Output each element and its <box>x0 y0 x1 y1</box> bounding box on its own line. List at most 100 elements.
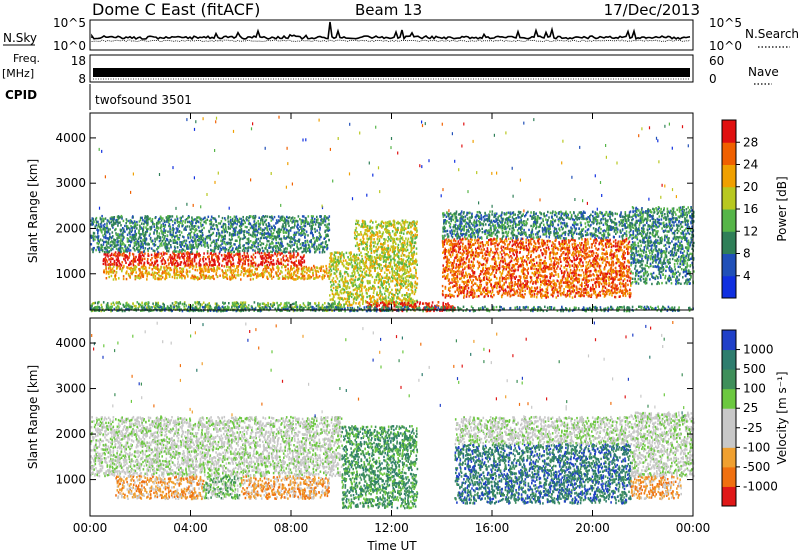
power-cell-1 <box>157 268 159 271</box>
power-cell-2 <box>170 256 173 260</box>
power-cell-4 <box>409 293 411 296</box>
power-cell-3 <box>176 234 179 237</box>
power-cell-3 <box>270 245 272 249</box>
power-cell-3 <box>150 247 153 250</box>
power-cell-2 <box>212 259 215 263</box>
power-cell-0 <box>137 306 139 310</box>
power-cell-3 <box>310 230 313 233</box>
power-cell-3 <box>253 243 255 247</box>
power-cell-4 <box>400 254 403 257</box>
power-cell-1 <box>198 267 201 271</box>
power-cell-3 <box>233 250 235 253</box>
power-cell-3 <box>293 248 295 251</box>
power-cell-3 <box>144 239 146 242</box>
power-cell-1 <box>269 275 271 278</box>
power-cell-4 <box>402 258 404 262</box>
power-cell-1 <box>287 271 290 274</box>
power-cell-1 <box>254 271 256 274</box>
power-cell-2 <box>226 255 228 258</box>
power-cell-1 <box>112 265 115 268</box>
power-cell-1 <box>277 268 280 272</box>
power-cell-0 <box>269 303 272 306</box>
power-cell-2 <box>147 252 149 256</box>
power-cell-3 <box>261 229 264 233</box>
power-cell-4 <box>374 287 376 290</box>
power-cell-3 <box>111 236 113 239</box>
power-cell-2 <box>267 257 269 260</box>
power-cell-3 <box>271 227 273 230</box>
power-cell-3 <box>115 222 117 225</box>
power-cell-3 <box>118 236 120 239</box>
power-cell-4 <box>333 283 335 286</box>
power-cell-3 <box>289 219 292 222</box>
power-cell-1 <box>166 272 168 275</box>
power-cell-1 <box>200 269 202 273</box>
power-cell-1 <box>165 276 168 280</box>
power-cell-3 <box>288 232 290 235</box>
power-cell-3 <box>267 222 270 225</box>
power-cell-1 <box>132 269 134 272</box>
power-cell-2 <box>270 261 272 264</box>
power-cell-4 <box>338 261 340 264</box>
power-cell-2 <box>117 251 120 254</box>
nsky-trace <box>91 21 691 41</box>
power-cell-4 <box>332 257 335 260</box>
power-cell-1 <box>284 268 287 272</box>
power-cell-1 <box>229 268 231 272</box>
power-cell-3 <box>144 233 147 236</box>
power-cell-4 <box>401 252 404 255</box>
power-cell-3 <box>137 243 140 246</box>
power-cell-0 <box>222 301 224 304</box>
power-cell-4 <box>352 293 355 296</box>
power-cell-2 <box>232 258 234 262</box>
power-cell-1 <box>301 267 303 271</box>
power-cell-3 <box>219 250 221 253</box>
power-cell-1 <box>236 266 238 270</box>
power-cell-3 <box>172 239 175 242</box>
power-cell-4 <box>347 274 350 278</box>
power-cell-2 <box>157 255 159 258</box>
power-cell-4 <box>408 271 410 274</box>
power-cell-0 <box>198 301 201 304</box>
power-cell-4 <box>383 255 385 258</box>
power-cell-3 <box>156 236 158 240</box>
power-cell-3 <box>299 247 302 250</box>
power-cell-3 <box>97 230 99 233</box>
power-cell-3 <box>98 247 100 250</box>
power-cell-3 <box>314 230 317 233</box>
power-cell-0 <box>272 301 274 305</box>
power-cell-3 <box>314 227 316 231</box>
power-cell-1 <box>188 266 191 269</box>
power-cell-4 <box>405 271 408 274</box>
power-cell-2 <box>247 263 250 266</box>
power-cell-3 <box>164 229 167 232</box>
power-cell-0 <box>322 307 325 310</box>
power-cell-0 <box>197 303 200 306</box>
power-cell-2 <box>117 255 119 259</box>
power-cell-2 <box>285 254 288 258</box>
power-cell-3 <box>122 249 125 252</box>
power-cell-3 <box>145 242 147 246</box>
power-cell-1 <box>194 268 197 272</box>
power-cell-2 <box>127 258 129 261</box>
power-cell-3 <box>170 246 172 249</box>
power-cell-3 <box>130 220 133 223</box>
power-cell-1 <box>295 274 297 277</box>
power-cell-4 <box>374 267 376 270</box>
power-cell-3 <box>302 229 304 233</box>
power-cell-3 <box>240 222 243 225</box>
power-cell-1 <box>151 268 154 271</box>
power-cell-3 <box>287 220 289 223</box>
power-cell-3 <box>201 228 203 232</box>
power-cell-3 <box>225 229 228 233</box>
power-cell-3 <box>242 218 244 222</box>
beam-label: Beam 13 <box>355 1 422 19</box>
power-cell-2 <box>155 259 158 262</box>
power-cell-2 <box>186 259 188 263</box>
power-cell-2 <box>254 264 257 267</box>
power-cell-3 <box>112 223 115 227</box>
power-cell-1 <box>296 277 299 280</box>
power-cell-4 <box>371 287 374 290</box>
power-cell-2 <box>254 262 257 266</box>
power-cell-3 <box>277 215 280 218</box>
